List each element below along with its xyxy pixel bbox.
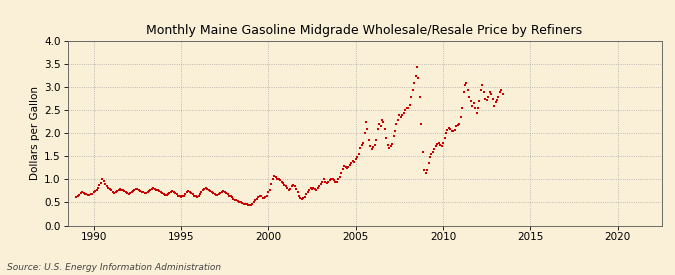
Y-axis label: Dollars per Gallon: Dollars per Gallon: [30, 86, 40, 180]
Text: Source: U.S. Energy Information Administration: Source: U.S. Energy Information Administ…: [7, 263, 221, 272]
Title: Monthly Maine Gasoline Midgrade Wholesale/Resale Price by Refiners: Monthly Maine Gasoline Midgrade Wholesal…: [146, 24, 583, 37]
